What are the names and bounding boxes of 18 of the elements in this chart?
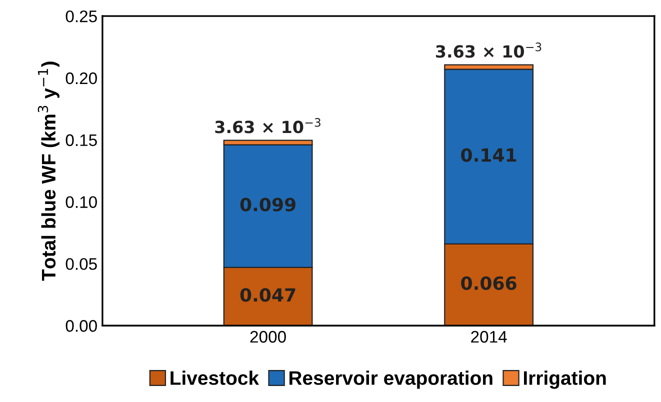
x-tick-label: 2014	[471, 330, 507, 343]
legend-label: Reservoir evaporation	[290, 370, 492, 389]
data-label: 0.099	[240, 198, 296, 212]
legend-label: Irrigation	[524, 370, 606, 389]
y-tick-label: 0.15	[66, 134, 97, 146]
y-axis-title: Total blue WF (km$^{3}$ y$^{−1}$)	[38, 62, 60, 281]
data-label: 0.141	[461, 148, 516, 162]
data-label: 0.066	[461, 276, 516, 290]
legend-label: Livestock	[170, 370, 260, 385]
y-tick-label: 0.20	[66, 72, 97, 84]
x-tick-label: 2000	[250, 330, 286, 343]
y-tick-label: 0.10	[66, 196, 97, 208]
data-label: 3.63 × 10$^{−3}$	[436, 42, 542, 58]
data-label: 3.63 × 10$^{−3}$	[215, 118, 320, 134]
y-tick-label: 0.25	[66, 10, 97, 22]
data-label: 0.047	[240, 288, 296, 302]
y-tick-label: 0.00	[66, 320, 97, 332]
y-tick-label: 0.05	[66, 258, 97, 270]
